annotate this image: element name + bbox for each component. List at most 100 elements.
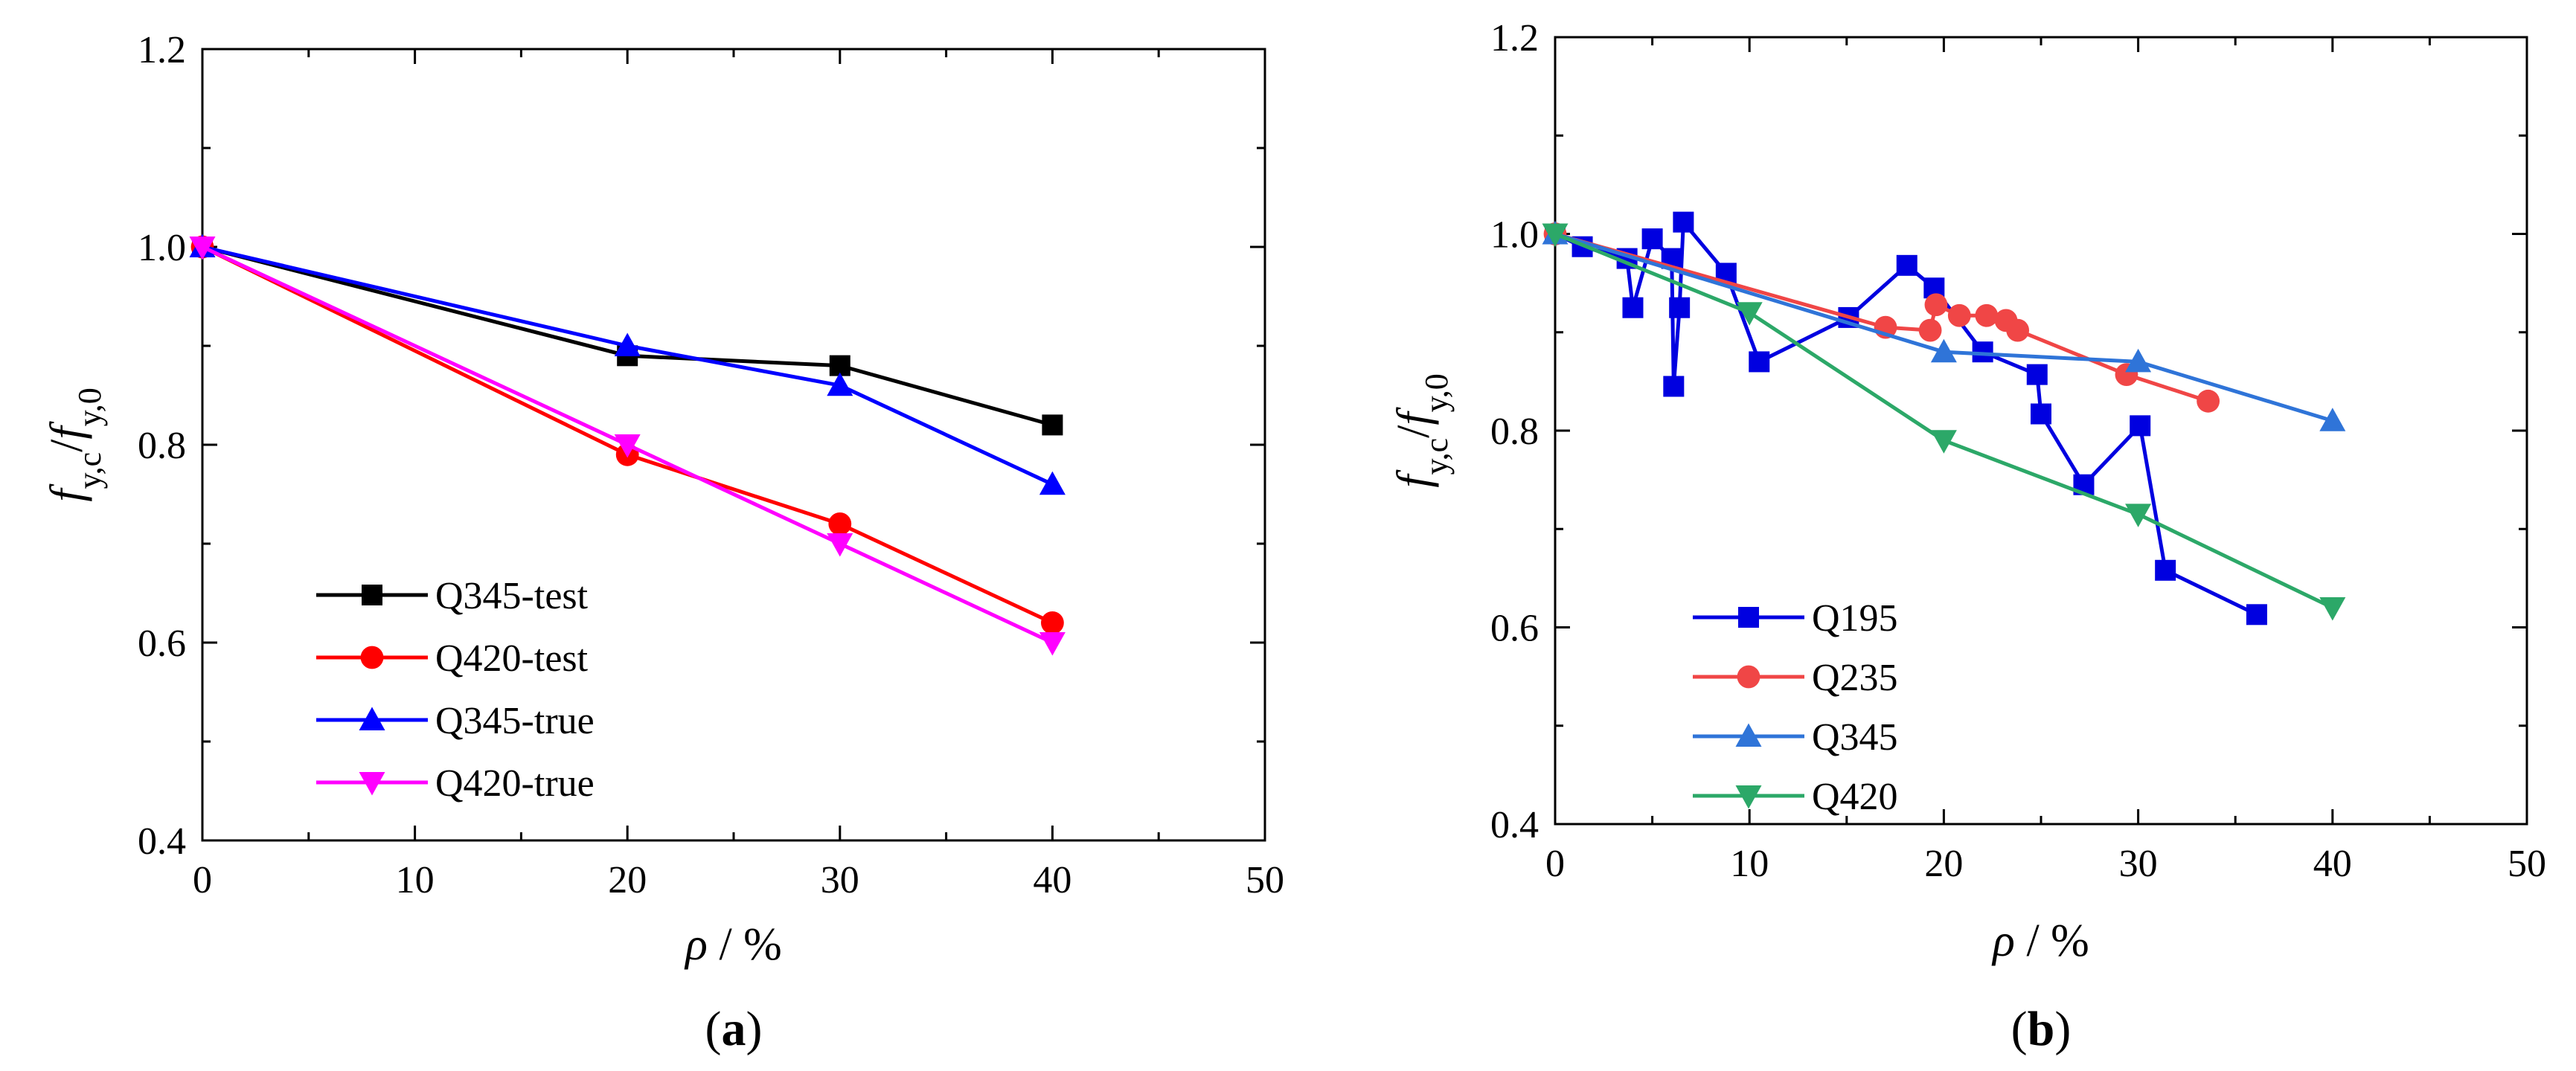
x-tick-label: 20: [608, 859, 647, 901]
series-line: [1554, 232, 2209, 403]
legend-marker: [1738, 607, 1759, 628]
x-tick-label: 50: [1246, 859, 1284, 901]
data-point: [1622, 297, 1644, 318]
data-point: [827, 372, 853, 396]
data-point: [1041, 611, 1064, 634]
legend-label: Q345-true: [435, 700, 595, 742]
data-point: [2125, 504, 2152, 527]
panel-label-paren: (: [705, 1002, 722, 1056]
x-tick-label: 0: [1545, 843, 1565, 885]
data-point: [1896, 254, 1917, 276]
data-point: [1039, 471, 1066, 495]
data-point: [1736, 302, 1763, 326]
panel-label-a: (a): [705, 1002, 763, 1056]
series-line: [202, 245, 1054, 427]
y-tick-label: 1.2: [138, 29, 186, 71]
x-axis-label-unit: / %: [708, 919, 782, 970]
legend-label: Q195: [1812, 597, 1898, 640]
data-point: [1918, 318, 1942, 342]
plot-area-b: [1554, 36, 2528, 826]
series-q420: [1542, 223, 2346, 621]
legend-label: Q345: [1812, 716, 1898, 759]
x-ticks-b: 0 10 20 30 40 50: [1545, 37, 2546, 885]
legend-label: Q420-true: [435, 762, 595, 805]
x-tick-label: 40: [1033, 859, 1071, 901]
panel-label-letter: a: [722, 1002, 746, 1056]
data-point: [2246, 604, 2267, 625]
y-tick-label: 1.0: [1490, 214, 1539, 257]
data-point: [2006, 318, 2030, 342]
series-line: [1554, 220, 2258, 617]
y-ticks-b: 0.4 0.6 0.8 1.0 1.2: [1490, 17, 2527, 846]
panel-label-b: (b): [2011, 1002, 2072, 1056]
y-axis-label-b: fy,c/fy,0: [1388, 373, 1455, 488]
y-label-sub: y,0: [71, 387, 108, 426]
data-point: [827, 533, 853, 557]
series-group-b: [1542, 211, 2346, 625]
y-tick-label: 0.4: [138, 820, 186, 863]
y-label-slash: /: [42, 439, 92, 452]
x-tick-label: 30: [821, 859, 859, 901]
series-line: [201, 245, 1054, 625]
data-point: [614, 434, 641, 458]
x-tick-label: 10: [1730, 843, 1769, 885]
x-axis-label-a: ρ / %: [684, 919, 782, 970]
y-tick-label: 1.0: [138, 227, 186, 269]
x-axis-label-symbol: ρ: [684, 919, 708, 970]
legend-marker: [359, 772, 385, 796]
data-point: [1930, 338, 1957, 363]
panel-label-paren: (: [2011, 1002, 2028, 1056]
legend-label: Q345-test: [435, 575, 589, 617]
legend-a: Q345-test Q420-test Q345-true Q420-true: [316, 575, 595, 805]
y-label-sub: y,c: [1418, 438, 1455, 475]
data-point: [1669, 297, 1691, 318]
data-point: [1042, 414, 1063, 436]
data-point: [1542, 223, 1569, 247]
y-ticks-a: 0.4 0.6 0.8 1.0 1.2: [138, 29, 1265, 863]
data-point: [2125, 348, 2152, 373]
plot-frame-b: [1554, 36, 2528, 826]
legend-marker: [1737, 665, 1760, 689]
y-tick-label: 1.2: [1490, 17, 1539, 60]
data-point: [1641, 228, 1663, 250]
legend-marker: [1735, 723, 1762, 747]
data-point: [1975, 303, 1999, 327]
series-line: [1554, 232, 2333, 423]
data-point: [614, 332, 641, 356]
x-tick-label: 10: [396, 859, 435, 901]
y-tick-label: 0.6: [1490, 608, 1539, 650]
y-axis-label-a: fy,c/fy,0: [42, 387, 108, 502]
data-point: [1749, 351, 1770, 373]
legend-b: Q195 Q235 Q345 Q420: [1693, 597, 1898, 818]
x-tick-label: 20: [1924, 843, 1963, 885]
data-point: [2031, 403, 2051, 425]
legend-marker: [360, 646, 384, 669]
y-tick-label: 0.8: [1490, 411, 1539, 453]
y-label-sub: y,c: [71, 452, 108, 489]
data-point: [189, 237, 216, 260]
panel-label-paren: ): [2054, 1002, 2071, 1056]
series-group-a: [189, 234, 1066, 656]
y-tick-label: 0.4: [1490, 804, 1539, 846]
series-line: [201, 245, 1054, 645]
legend-label: Q420: [1812, 776, 1898, 818]
y-tick-label: 0.6: [138, 623, 186, 665]
panel-label-letter: b: [2028, 1002, 2055, 1056]
series-line: [202, 245, 1054, 486]
legend-marker: [359, 707, 385, 730]
data-point: [1930, 430, 1957, 454]
x-tick-label: 50: [2508, 843, 2546, 885]
data-point: [2319, 597, 2346, 621]
legend-label: Q420-test: [435, 637, 589, 680]
data-point: [2197, 389, 2220, 413]
legend-label: Q235: [1812, 657, 1898, 699]
series-q420-true: [189, 237, 1066, 656]
data-point: [1663, 376, 1685, 397]
x-axis-label-b: ρ / %: [1991, 916, 2089, 966]
data-point: [2130, 415, 2151, 437]
data-point: [1673, 211, 1694, 233]
chart-panel-a: 0 10 20 30 40 50 0.4 0.6 0.8 1.0 1.2 Q345-test Q42…: [42, 29, 1284, 1056]
y-label-slash: /: [1388, 425, 1439, 438]
data-point: [1947, 303, 1971, 327]
